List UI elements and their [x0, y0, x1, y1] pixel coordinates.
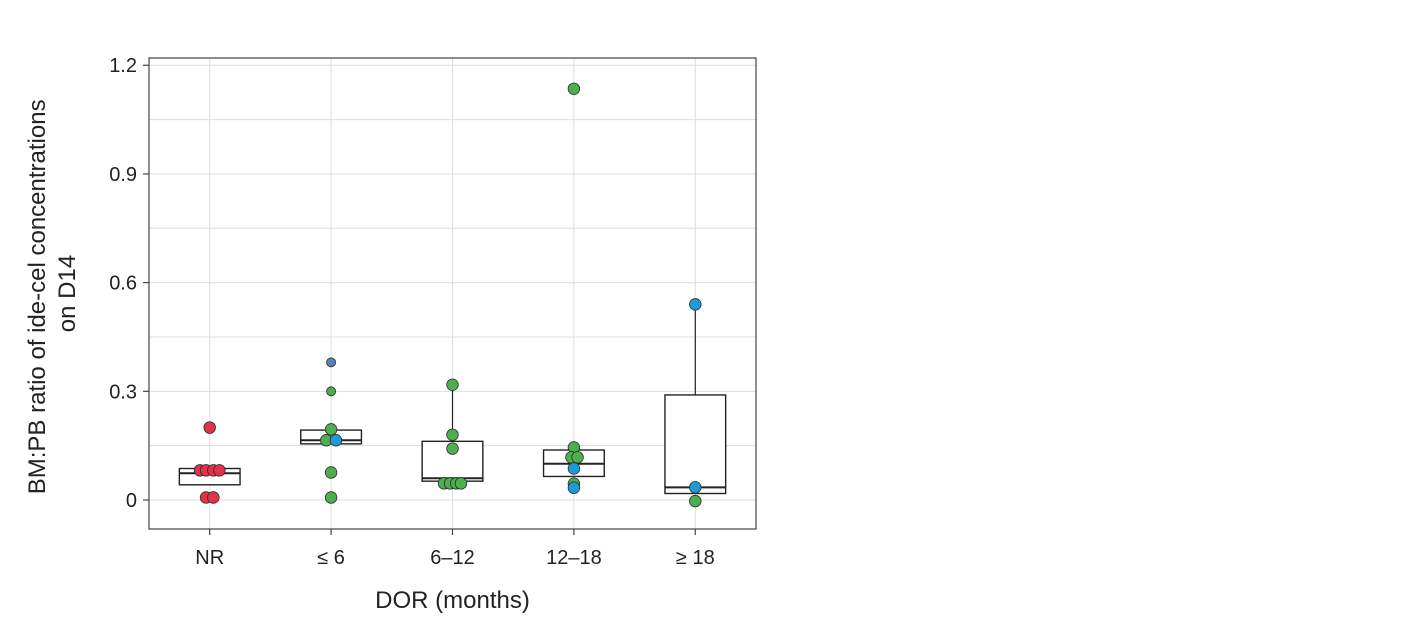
data-point [203, 421, 216, 434]
data-point [213, 464, 226, 477]
x-tick-label: 6–12 [430, 547, 475, 569]
box-4 [664, 304, 727, 495]
data-point [207, 491, 220, 504]
data-point [326, 357, 337, 368]
point-layer [193, 82, 702, 508]
y-tick-label: 0.6 [109, 273, 137, 295]
y-axis-ticks: 0 0.3 0.6 0.9 1.2 [109, 55, 149, 512]
x-tick-label: ≥ 18 [676, 547, 715, 569]
y-tick-label: 0.3 [109, 381, 137, 403]
data-point [446, 442, 459, 455]
x-axis-title: DOR (months) [375, 587, 530, 614]
box-body [664, 394, 727, 495]
data-point [689, 481, 702, 494]
x-tick-label: 12–18 [546, 547, 602, 569]
data-point [454, 477, 468, 490]
x-tick-label: ≤ 6 [317, 547, 345, 569]
y-tick-label: 0.9 [109, 164, 137, 186]
data-point [446, 428, 459, 442]
data-point [567, 82, 581, 95]
data-point [329, 434, 343, 447]
data-point [324, 466, 338, 479]
data-point [567, 481, 581, 494]
x-axis-ticks: NR ≤ 6 6–12 12–18 ≥ 18 [195, 529, 715, 569]
y-axis-title-line-2: on D14 [54, 255, 81, 332]
data-point [689, 494, 702, 508]
data-point [567, 462, 581, 475]
data-point [571, 451, 584, 464]
y-tick-label: 1.2 [109, 55, 137, 77]
data-point [689, 298, 702, 311]
data-point [446, 378, 459, 392]
y-axis-title-line-1: BM:PB ratio of ide-cel concentrations [24, 99, 51, 494]
x-tick-label: NR [195, 547, 224, 569]
y-axis-title: BM:PB ratio of ide-cel concentrations on… [24, 93, 81, 495]
y-tick-label: 0 [126, 490, 137, 512]
data-point [324, 423, 338, 436]
data-point [324, 491, 338, 504]
data-point [326, 386, 337, 397]
